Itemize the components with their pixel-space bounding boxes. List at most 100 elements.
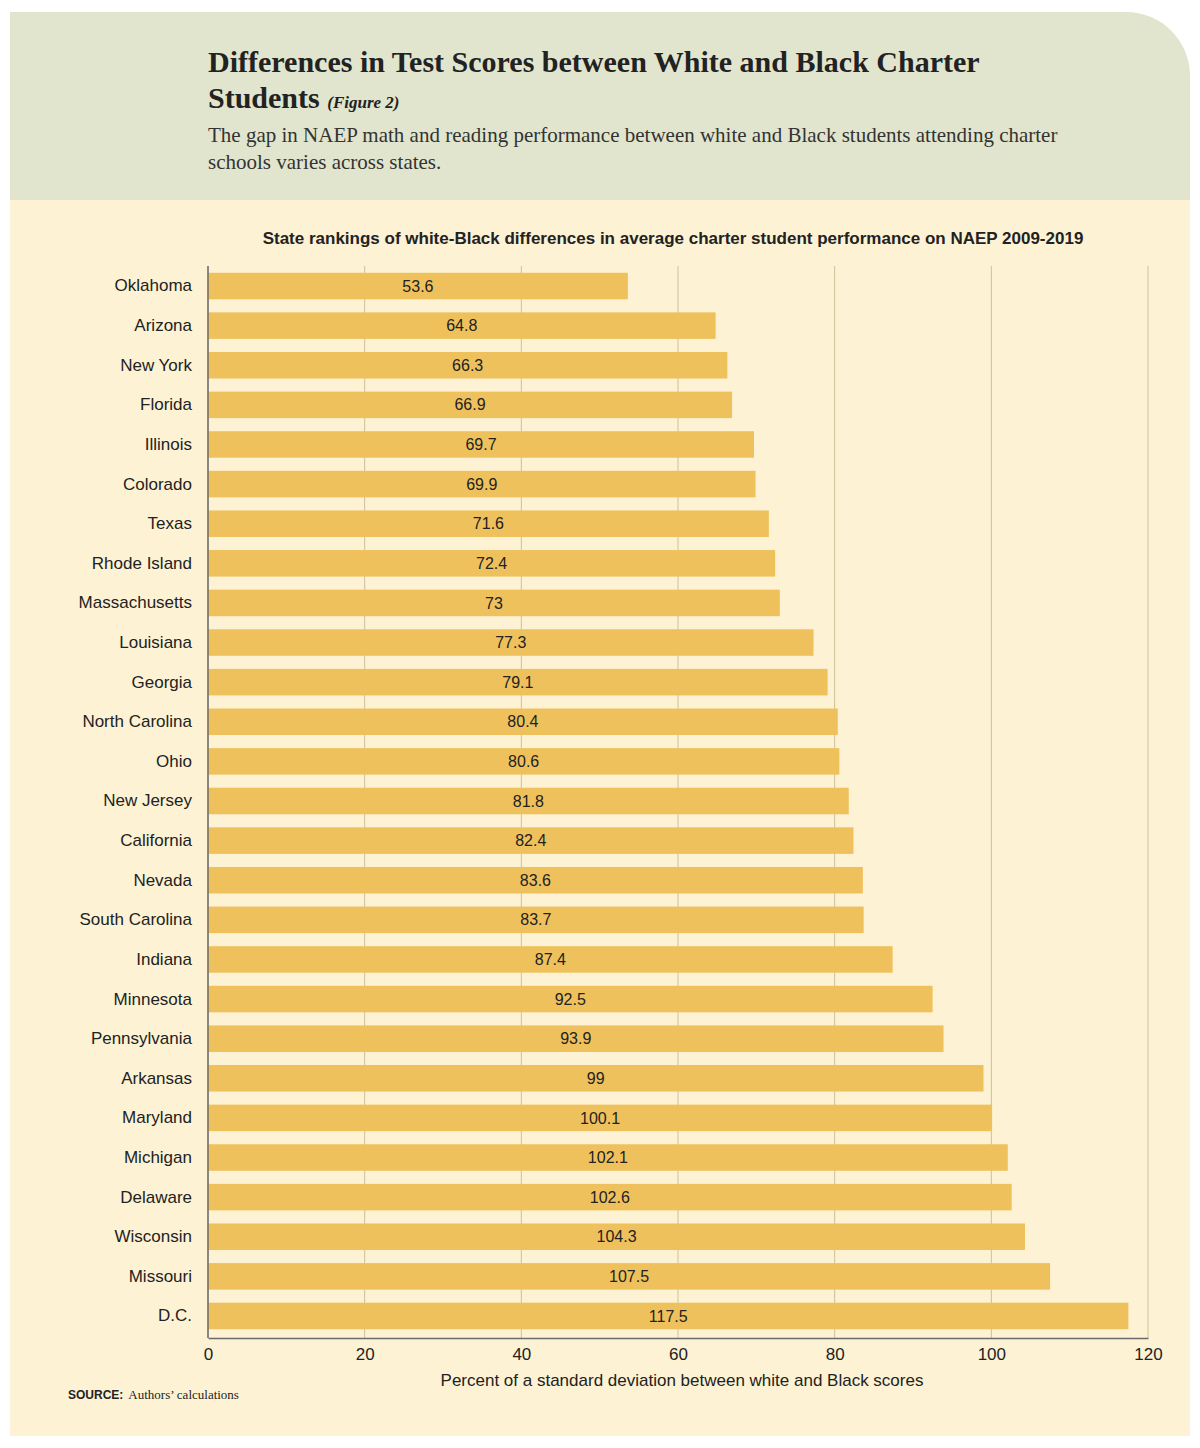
y-tick-label: South Carolina xyxy=(80,910,193,929)
y-tick: Michigan xyxy=(124,1148,208,1167)
data-label: 104.3 xyxy=(596,1228,636,1245)
bar xyxy=(208,1223,1025,1250)
y-tick: Georgia xyxy=(132,673,208,692)
y-tick-label: Rhode Island xyxy=(92,554,192,573)
bar xyxy=(208,1184,1012,1211)
y-tick-label: Colorado xyxy=(123,475,192,494)
y-tick: Rhode Island xyxy=(92,554,208,573)
y-tick-label: Florida xyxy=(140,395,193,414)
data-label: 117.5 xyxy=(649,1308,688,1325)
x-axis-title: Percent of a standard deviation between … xyxy=(441,1371,924,1390)
y-tick: Massachusetts xyxy=(79,593,208,612)
y-tick-label: North Carolina xyxy=(82,712,192,731)
y-tick: South Carolina xyxy=(80,910,208,929)
x-tick: 40 xyxy=(512,1338,531,1364)
grid-line xyxy=(1148,266,1149,1338)
bar xyxy=(208,1105,992,1132)
bar xyxy=(208,629,814,656)
y-tick: Arkansas xyxy=(121,1069,208,1088)
y-tick-label: Michigan xyxy=(124,1148,192,1167)
chart: State rankings of white-Black difference… xyxy=(0,0,1200,1448)
x-tick: 20 xyxy=(356,1338,375,1364)
bar xyxy=(208,273,628,300)
y-tick: Nevada xyxy=(133,871,208,890)
y-tick-label: Maryland xyxy=(122,1108,192,1127)
y-tick: New York xyxy=(120,356,208,375)
y-tick: Pennsylvania xyxy=(91,1029,208,1048)
y-tick-label: Pennsylvania xyxy=(91,1029,193,1048)
frame: Differences in Test Scores between White… xyxy=(0,0,1200,1448)
y-tick: Colorado xyxy=(123,475,208,494)
y-tick: Indiana xyxy=(136,950,208,969)
bar xyxy=(208,471,756,498)
bar xyxy=(208,1065,984,1092)
y-tick-label: Arkansas xyxy=(121,1069,192,1088)
bar xyxy=(208,748,839,775)
bars xyxy=(208,273,1128,1329)
x-tick: 120 xyxy=(1134,1338,1162,1364)
data-label: 93.9 xyxy=(560,1030,591,1047)
data-label: 87.4 xyxy=(535,951,566,968)
figure-label: (Figure 2) xyxy=(327,93,399,112)
title: Differences in Test Scores between White… xyxy=(208,45,979,114)
data-label: 81.8 xyxy=(513,793,544,810)
bar xyxy=(208,986,933,1013)
data-label: 80.4 xyxy=(507,713,538,730)
bar xyxy=(208,709,838,736)
y-tick-label: Louisiana xyxy=(119,633,192,652)
bar xyxy=(208,590,780,617)
y-tick-label: Nevada xyxy=(133,871,192,890)
bar xyxy=(208,510,769,537)
source-line: SOURCE:Authors’ calculations xyxy=(68,1387,239,1402)
grid-line xyxy=(208,266,209,1338)
x-tick: 0 xyxy=(204,1338,213,1364)
y-tick: Florida xyxy=(140,395,208,414)
source: Authors’ calculations xyxy=(128,1387,239,1402)
subtitle: The gap in NAEP math and reading perform… xyxy=(208,122,1098,176)
y-tick: D.C. xyxy=(158,1306,208,1325)
x-tick-label: 100 xyxy=(978,1345,1006,1364)
y-tick-label: Massachusetts xyxy=(79,593,192,612)
header-panel xyxy=(10,12,1190,200)
y-tick: Delaware xyxy=(120,1188,208,1207)
y-tick-label: California xyxy=(120,831,192,850)
data-label: 107.5 xyxy=(609,1268,649,1285)
x-tick-label: 120 xyxy=(1134,1345,1162,1364)
bar xyxy=(208,867,863,894)
y-tick-label: Ohio xyxy=(156,752,192,771)
data-label: 53.6 xyxy=(402,278,433,295)
data-label: 77.3 xyxy=(495,634,526,651)
y-tick-label: Illinois xyxy=(145,435,192,454)
y-tick-label: Wisconsin xyxy=(115,1227,192,1246)
bar xyxy=(208,946,893,973)
bar xyxy=(208,1025,944,1052)
y-tick-label: Indiana xyxy=(136,950,192,969)
y-tick: Illinois xyxy=(145,435,208,454)
y-tick: New Jersey xyxy=(103,791,208,810)
y-tick-label: Texas xyxy=(148,514,192,533)
bar xyxy=(208,392,732,419)
data-label: 66.9 xyxy=(454,396,485,413)
data-label: 92.5 xyxy=(555,991,586,1008)
data-label: 69.7 xyxy=(465,436,496,453)
bar xyxy=(208,907,864,934)
y-tick-label: Oklahoma xyxy=(115,276,193,295)
title-block: Differences in Test Scores between White… xyxy=(208,44,1008,121)
x-tick: 60 xyxy=(669,1338,688,1364)
y-tick: Minnesota xyxy=(114,990,208,1009)
y-tick: Ohio xyxy=(156,752,208,771)
data-label: 66.3 xyxy=(452,357,483,374)
y-tick: Missouri xyxy=(129,1267,208,1286)
x-tick: 80 xyxy=(826,1338,845,1364)
data-label: 82.4 xyxy=(515,832,546,849)
bar xyxy=(208,352,727,379)
y-tick-label: New York xyxy=(120,356,192,375)
data-label: 72.4 xyxy=(476,555,507,572)
x-axis-line xyxy=(209,1338,1149,1340)
y-tick-label: D.C. xyxy=(158,1306,192,1325)
y-tick: Louisiana xyxy=(119,633,208,652)
chart-title: State rankings of white-Black difference… xyxy=(263,229,1084,248)
data-label: 64.8 xyxy=(446,317,477,334)
data-label: 73 xyxy=(485,595,503,612)
data-label: 83.7 xyxy=(520,911,551,928)
